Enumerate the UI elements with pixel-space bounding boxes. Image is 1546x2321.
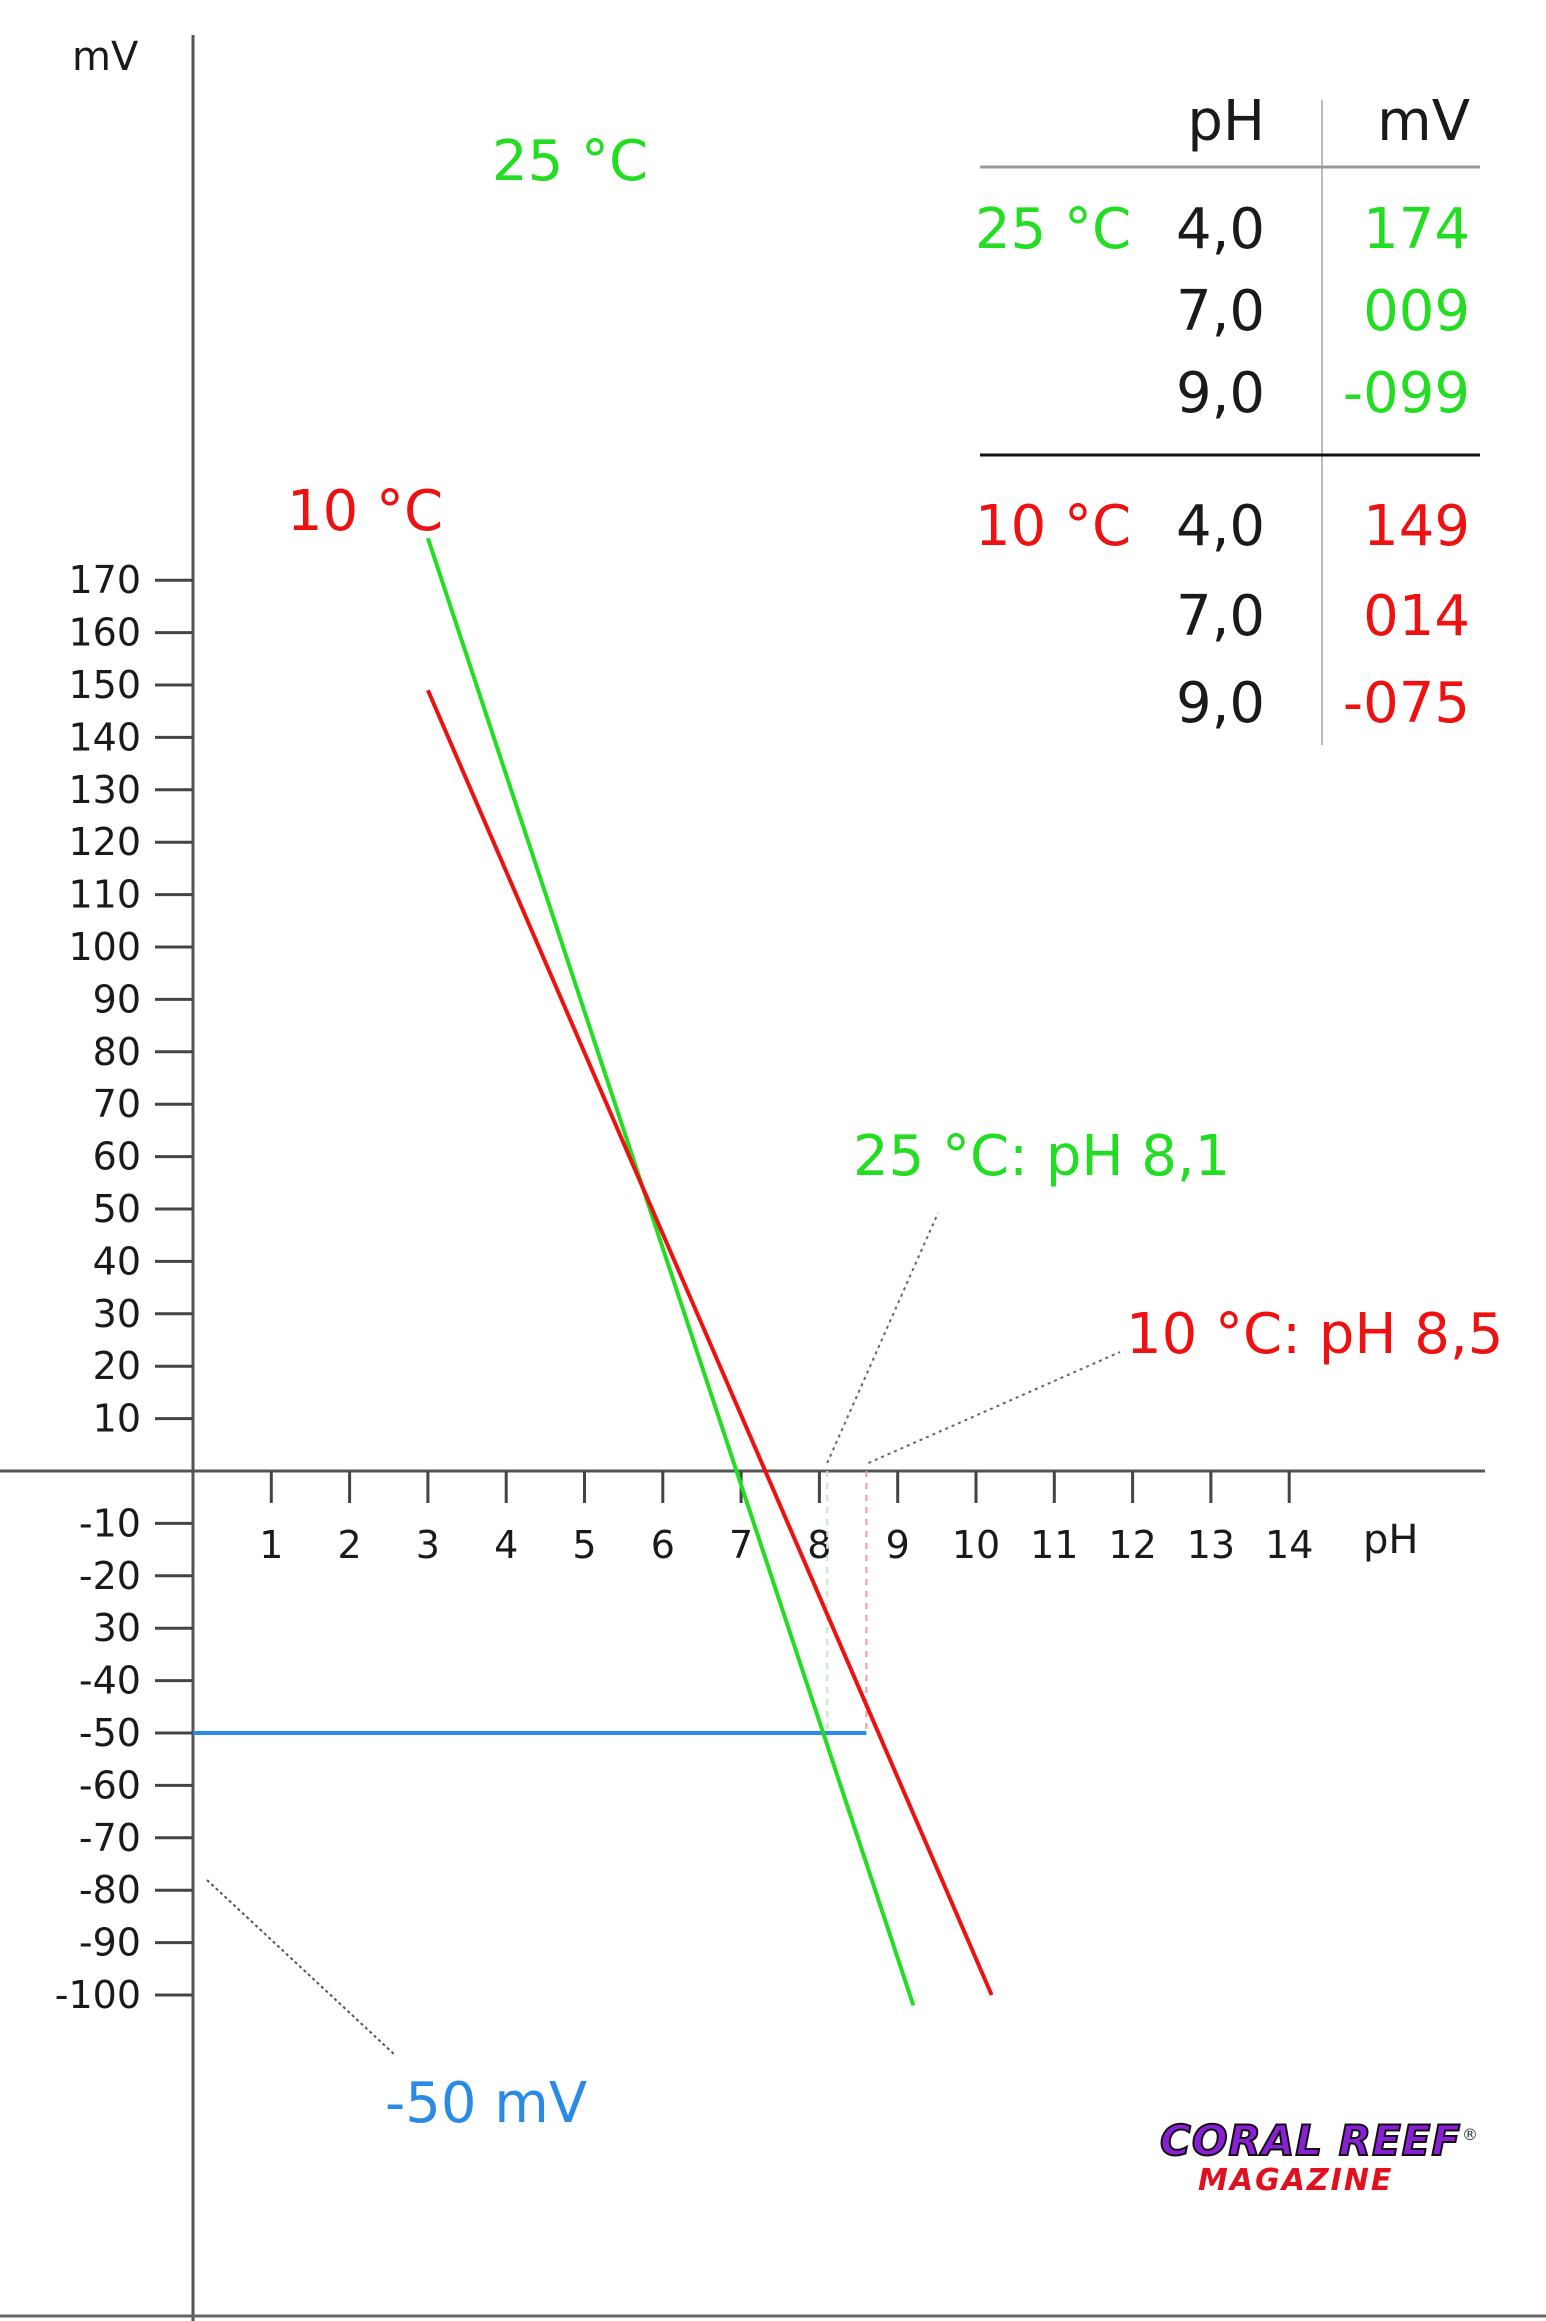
x-tick-label: 6 <box>651 1523 675 1567</box>
y-tick-label: 20 <box>93 1344 141 1388</box>
y-tick-label: 140 <box>68 715 141 759</box>
reference-line-label: -50 mV <box>385 2071 587 2136</box>
x-tick-label: 3 <box>416 1523 440 1567</box>
x-tick-label: 9 <box>886 1523 910 1567</box>
y-tick-label: 170 <box>68 558 141 602</box>
y-tick-label: -40 <box>79 1659 141 1703</box>
table-cell-ph: 4,0 <box>1176 494 1265 559</box>
series-label-10c: 10 °C <box>287 479 443 544</box>
x-tick-label: 10 <box>952 1523 1000 1567</box>
x-tick-label: 14 <box>1265 1523 1313 1567</box>
axes-layer <box>0 35 1546 2321</box>
table-cell-mv: 009 <box>1363 279 1470 344</box>
table-cell-mv: 149 <box>1363 494 1470 559</box>
logo-sub-text: MAGAZINE <box>1198 2163 1393 2198</box>
y-tick-label: 120 <box>68 820 141 864</box>
calibration-table: pH mV 25 °C 4,0 174 7,0 009 9,0 -099 10 … <box>975 89 1480 745</box>
reference-leader-line <box>206 1879 396 2056</box>
table-cell-ph: 9,0 <box>1176 671 1265 736</box>
y-tick-label: 130 <box>68 768 141 812</box>
logo-main-text: CORAL REEF <box>1160 2116 1461 2165</box>
y-tick-label: 110 <box>68 873 141 917</box>
y-tick-label: 50 <box>93 1187 141 1231</box>
series-label-25c: 25 °C <box>492 129 648 194</box>
table-cell-ph: 7,0 <box>1176 584 1265 649</box>
y-tick-label: 30 <box>93 1606 141 1650</box>
table-cell-ph: 9,0 <box>1176 361 1265 426</box>
table-cell-ph: 4,0 <box>1176 197 1265 262</box>
series-line-25c <box>426 537 916 2007</box>
y-axis-label: mV <box>72 34 139 80</box>
y-tick-label: 90 <box>93 977 141 1021</box>
annotation-25c-ph: 25 °C: pH 8,1 <box>853 1124 1230 1189</box>
series-line-10c <box>426 689 994 1996</box>
table-cell-ph: 7,0 <box>1176 279 1265 344</box>
table-cell-mv: -099 <box>1343 361 1470 426</box>
x-tick-label: 13 <box>1187 1523 1235 1567</box>
y-tick-label: -100 <box>55 1973 141 2017</box>
x-tick-label: 12 <box>1108 1523 1156 1567</box>
x-tick-label: 4 <box>494 1523 518 1567</box>
y-tick-label: 160 <box>68 611 141 655</box>
table-cell-mv: 014 <box>1363 584 1470 649</box>
x-tick-label: 11 <box>1030 1523 1078 1567</box>
x-tick-label: 1 <box>259 1523 283 1567</box>
series-lines <box>193 537 1121 2056</box>
coral-reef-logo: CORAL REEF ® MAGAZINE <box>1159 2115 1478 2198</box>
y-tick-label: 80 <box>93 1030 141 1074</box>
y-tick-label: -50 <box>79 1711 141 1755</box>
y-tick-label: -20 <box>79 1554 141 1598</box>
y-tick-label: 70 <box>93 1082 141 1126</box>
annotation-10c-ph: 10 °C: pH 8,5 <box>1126 1302 1503 1367</box>
y-tick-label: 30 <box>93 1292 141 1336</box>
annotation-leader-25c <box>826 1212 939 1464</box>
y-tick-label: 40 <box>93 1239 141 1283</box>
logo-registered-mark: ® <box>1462 2125 1478 2144</box>
table-group-label-10c: 10 °C <box>975 494 1131 559</box>
table-header-mv: mV <box>1377 89 1470 154</box>
y-axis-ticks: 170 160 150 140 130 120 110 100 90 80 70 60 50 40 30 20… <box>55 558 193 2017</box>
x-tick-label: 2 <box>338 1523 362 1567</box>
y-tick-label: 150 <box>68 663 141 707</box>
y-tick-label: -80 <box>79 1868 141 1912</box>
annotation-leader-10c <box>867 1351 1121 1464</box>
table-cell-mv: 174 <box>1363 197 1470 262</box>
y-tick-label: 10 <box>93 1397 141 1441</box>
x-tick-label: 5 <box>572 1523 596 1567</box>
y-tick-label: -10 <box>79 1501 141 1545</box>
y-tick-label: -90 <box>79 1921 141 1965</box>
table-cell-mv: -075 <box>1343 671 1470 736</box>
x-axis-label: pH <box>1363 1517 1418 1563</box>
table-header-ph: pH <box>1187 89 1265 154</box>
x-tick-label: 7 <box>729 1523 753 1567</box>
y-tick-label: -70 <box>79 1816 141 1860</box>
x-axis-ticks: 1 2 3 4 5 6 7 8 9 10 11 12 13 14 <box>259 1471 1313 1567</box>
y-tick-label: -60 <box>79 1763 141 1807</box>
y-tick-label: 100 <box>68 925 141 969</box>
y-tick-label: 60 <box>93 1135 141 1179</box>
table-group-label-25c: 25 °C <box>975 197 1131 262</box>
